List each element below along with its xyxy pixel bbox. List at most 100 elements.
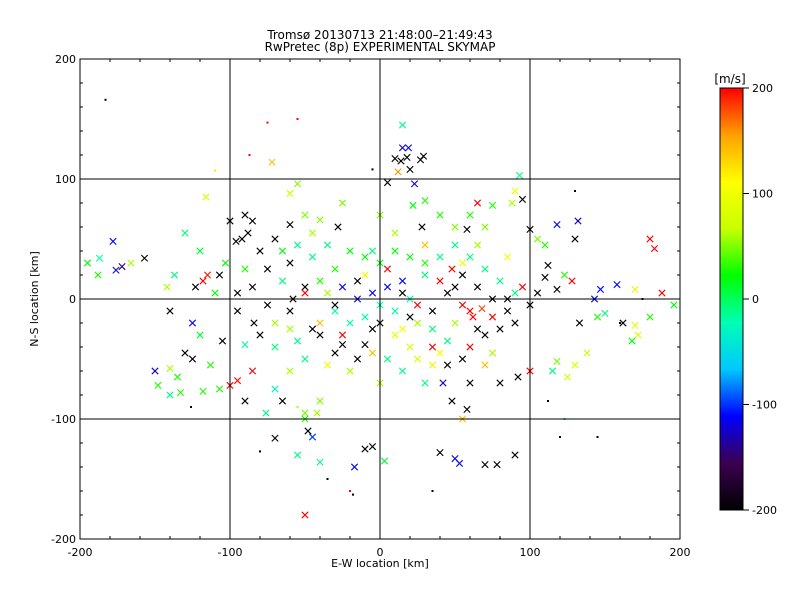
data-point <box>188 355 197 363</box>
data-point <box>466 379 474 387</box>
data-point <box>421 197 429 205</box>
data-point <box>316 277 324 285</box>
data-point <box>211 289 219 297</box>
data-point <box>215 271 224 279</box>
data-point <box>352 493 354 496</box>
data-point <box>409 201 417 209</box>
data-point <box>293 241 302 249</box>
y-tick-label: 200 <box>55 53 76 66</box>
data-point <box>301 511 309 519</box>
data-point <box>323 361 332 369</box>
data-point <box>503 253 512 261</box>
data-point <box>232 237 240 245</box>
data-point <box>634 331 642 339</box>
x-tick-label: 100 <box>520 546 541 559</box>
data-point <box>410 180 419 188</box>
data-point <box>448 265 456 273</box>
data-point <box>560 271 569 279</box>
data-point <box>404 144 413 152</box>
data-point <box>346 247 354 255</box>
data-point <box>419 152 428 160</box>
data-point <box>278 277 287 285</box>
colorbar: [m/s] -200 -100 0 100 200 <box>714 72 777 517</box>
data-point <box>515 171 524 179</box>
data-point <box>473 199 482 207</box>
data-point <box>428 325 437 333</box>
data-point <box>413 301 422 309</box>
data-point <box>361 341 369 349</box>
data-point <box>428 361 437 369</box>
data-point <box>112 266 120 274</box>
data-point <box>118 263 126 271</box>
data-point <box>271 319 279 327</box>
data-point <box>473 325 482 333</box>
data-point <box>233 289 242 297</box>
x-axis-label: E-W location [km] <box>331 557 429 570</box>
data-point <box>406 313 414 321</box>
chart-subtitle: RwPretec (8p) EXPERIMENTAL SKYMAP <box>265 40 496 54</box>
data-point <box>451 223 459 231</box>
data-point <box>188 319 197 327</box>
data-point <box>493 461 501 469</box>
axis-ticks: -200 -100 0 100 200 -200 -100 0 100 200 <box>51 53 690 559</box>
data-point <box>308 253 317 261</box>
data-point <box>488 201 497 209</box>
data-point <box>368 443 377 451</box>
data-point <box>368 349 377 357</box>
data-point <box>104 98 107 101</box>
data-point <box>631 285 639 293</box>
data-point <box>481 361 489 369</box>
x-tick-label: -100 <box>218 546 243 559</box>
x-tick-label: 0 <box>377 546 384 559</box>
data-point <box>196 331 204 339</box>
data-point <box>398 144 407 152</box>
grid-lines <box>80 59 680 539</box>
data-point <box>451 319 459 327</box>
data-point <box>439 379 447 387</box>
data-point <box>514 373 522 381</box>
data-point <box>271 235 279 243</box>
data-point <box>263 301 272 309</box>
data-point <box>256 331 264 339</box>
data-point <box>443 337 452 345</box>
data-point <box>670 301 678 309</box>
data-point <box>544 261 552 269</box>
data-point <box>349 490 351 492</box>
data-point <box>308 229 317 237</box>
data-point <box>413 319 422 327</box>
data-point <box>331 349 339 357</box>
data-point <box>166 391 174 399</box>
data-point <box>163 283 171 291</box>
data-point <box>338 341 347 349</box>
data-point <box>596 436 599 438</box>
data-point <box>391 307 399 315</box>
data-point <box>214 169 216 172</box>
data-point <box>455 459 464 467</box>
data-point <box>443 289 452 297</box>
data-point <box>313 409 321 417</box>
data-point <box>391 247 399 255</box>
data-point <box>248 154 251 156</box>
data-point <box>394 168 402 176</box>
data-point <box>301 355 309 363</box>
data-point <box>190 406 192 408</box>
colorbar-tick-label: 100 <box>752 188 773 201</box>
colorbar-ticks: -200 -100 0 100 200 <box>743 82 777 517</box>
data-point <box>286 259 294 267</box>
data-point <box>206 361 215 369</box>
data-point <box>451 241 459 249</box>
data-point <box>398 367 407 375</box>
data-point <box>199 277 207 285</box>
y-axis-label: N-S location [km] <box>28 251 41 347</box>
data-point <box>553 285 561 293</box>
data-point <box>436 349 444 357</box>
data-point <box>301 409 309 417</box>
data-point <box>241 265 249 273</box>
data-point <box>574 217 582 225</box>
data-point <box>488 313 497 321</box>
data-point <box>436 277 444 285</box>
data-point <box>293 451 302 459</box>
data-point <box>541 241 549 249</box>
data-point <box>259 450 261 453</box>
